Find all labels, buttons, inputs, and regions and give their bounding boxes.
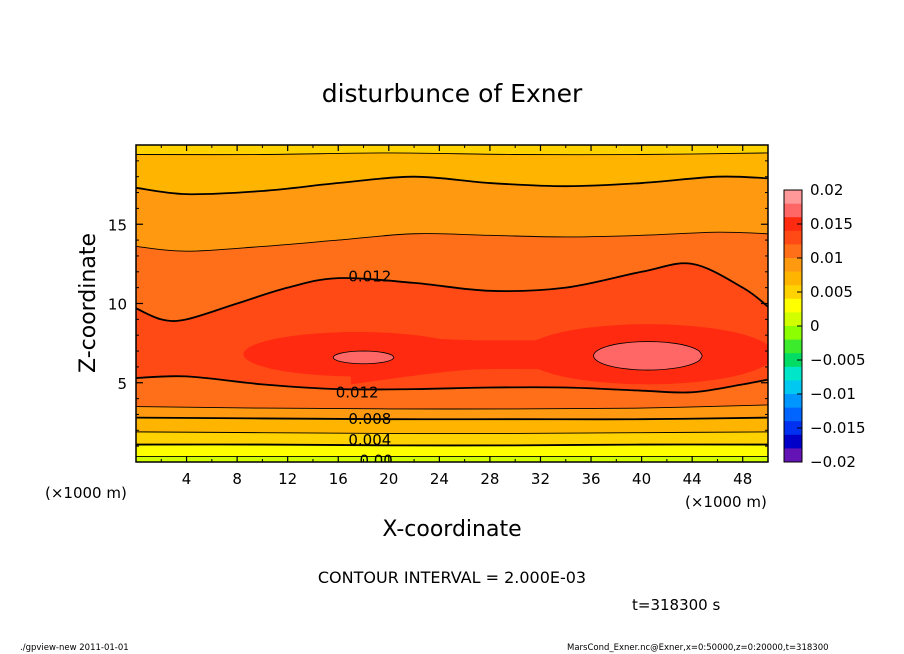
plot-area: 0.012 0.012 0.008 0.004 0.00 <box>136 145 768 469</box>
x-tick-label: 44 <box>683 470 702 488</box>
colorbar: 0.02 0.015 0.01 0.005 0 −0.005 −0.01 −0.015 −0.0… <box>783 181 866 471</box>
contour-band-0014-mid <box>350 335 601 385</box>
y-axis: 5 10 15 <box>108 160 768 447</box>
footer-right: MarsCond_Exner.nc@Exner,x=0:50000,z=0:20… <box>567 643 829 653</box>
x-tick-label: 12 <box>278 470 297 488</box>
x-tick-label: 28 <box>480 470 499 488</box>
footer-left: ./gpview-new 2011-01-01 <box>20 643 129 653</box>
colorbar-swatch <box>784 326 802 340</box>
colorbar-tick-label: 0 <box>810 317 820 335</box>
contour-line <box>136 375 768 394</box>
contour-core-left <box>332 350 395 365</box>
colorbar-swatch <box>784 244 802 259</box>
colorbar-tick-label: −0.01 <box>810 385 856 403</box>
colorbar-swatch <box>784 271 802 286</box>
colorbar-tick-label: −0.02 <box>810 453 856 471</box>
x-tick-label: 16 <box>329 470 348 488</box>
colorbar-tick-label: 0.005 <box>810 283 853 301</box>
colorbar-swatch <box>784 448 802 463</box>
colorbar-swatch <box>784 380 802 395</box>
contour-line <box>136 175 768 196</box>
colorbar-swatch <box>784 366 802 381</box>
colorbar-tick-label: −0.015 <box>810 419 866 437</box>
contour-band <box>136 145 768 155</box>
contour-interval-text: CONTOUR INTERVAL = 2.000E-03 <box>318 568 586 587</box>
colorbar-tick-label: −0.005 <box>810 351 866 369</box>
contour-line <box>136 416 768 421</box>
contour-line <box>136 262 768 322</box>
colorbar-swatch <box>784 407 802 422</box>
colorbar-swatch <box>784 230 802 245</box>
x-tick-label: 24 <box>430 470 449 488</box>
colorbar-swatch <box>784 421 802 436</box>
colorbar-swatch <box>784 434 802 449</box>
colorbar-tick-label: 0.02 <box>810 181 843 199</box>
x-tick-label: 20 <box>379 470 398 488</box>
contour-label: 0.008 <box>348 410 391 428</box>
contour-label: 0.004 <box>348 431 391 449</box>
time-text: t=318300 s <box>632 596 720 614</box>
y-tick-label: 15 <box>108 216 127 234</box>
x-tick-label: 32 <box>531 470 550 488</box>
contour-line <box>136 431 768 435</box>
contour-label: 0.00 <box>359 451 392 469</box>
colorbar-swatch <box>784 217 802 232</box>
y-tick-label: 10 <box>108 296 127 314</box>
y-axis-label: Z-coordinate <box>76 233 101 373</box>
colorbar-swatch <box>784 203 802 218</box>
contour-line <box>136 231 768 252</box>
x-unit-left: (×1000 m) <box>45 484 127 502</box>
contour-line <box>136 404 768 410</box>
colorbar-swatch <box>784 258 802 272</box>
colorbar-swatch <box>784 298 802 313</box>
colorbar-swatch <box>784 394 802 408</box>
x-tick-label: 36 <box>581 470 600 488</box>
x-unit-right: (×1000 m) <box>685 493 767 511</box>
x-tick-label: 40 <box>632 470 651 488</box>
contour-band <box>136 145 768 195</box>
colorbar-tick-label: 0.01 <box>810 249 843 267</box>
colorbar-tick-label: 0.015 <box>810 215 853 233</box>
contour-line <box>136 152 768 156</box>
contour-core-right <box>593 341 703 371</box>
x-tick-label: 8 <box>232 470 242 488</box>
contour-line <box>136 443 768 447</box>
x-axis: 4 8 12 16 20 24 28 32 36 40 44 48 <box>160 145 752 488</box>
x-axis-label: X-coordinate <box>382 517 521 542</box>
colorbar-swatch <box>784 312 802 327</box>
contour-label: 0.012 <box>348 268 391 286</box>
x-tick-label: 48 <box>733 470 752 488</box>
colorbar-swatch <box>784 190 802 204</box>
y-tick-label: 5 <box>117 375 127 393</box>
chart-title: disturbunce of Exner <box>322 79 583 108</box>
colorbar-swatch <box>784 353 802 368</box>
contour-label: 0.012 <box>336 383 379 401</box>
colorbar-swatch <box>784 339 802 354</box>
x-tick-label: 4 <box>182 470 192 488</box>
colorbar-swatch <box>784 285 802 300</box>
